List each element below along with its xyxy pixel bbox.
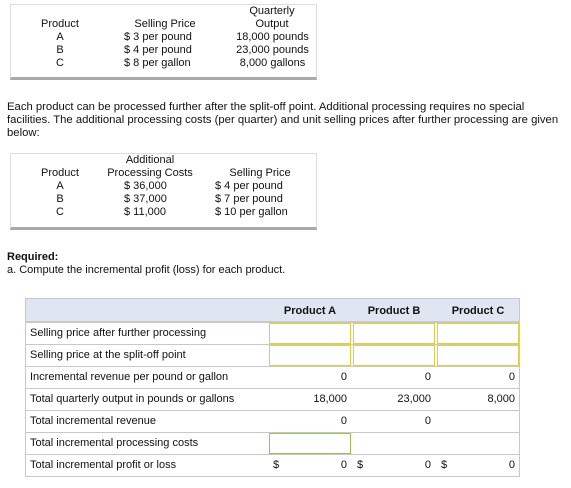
- answer-value: 0: [508, 371, 515, 383]
- table2-cell: $ 37,000: [124, 193, 167, 205]
- answer-header-bg: [25, 298, 520, 322]
- table2-cell: B: [56, 193, 64, 205]
- table1-header: Quarterly Output: [249, 5, 295, 30]
- required-heading: Required:: [7, 251, 59, 263]
- table2-cell: $ 11,000: [124, 206, 167, 218]
- paragraph: Each product can be processed further af…: [7, 101, 559, 139]
- table1-header: Product: [41, 18, 79, 30]
- answer-input[interactable]: [269, 433, 351, 454]
- required-task: a. Compute the incremental profit (loss)…: [7, 264, 286, 276]
- answer-value: 0: [424, 415, 431, 427]
- answer-header: Product A: [283, 305, 337, 317]
- answer-input[interactable]: [437, 345, 519, 366]
- answer-value: 8,000: [487, 393, 515, 405]
- table1-cell: 23,000 pounds: [236, 44, 309, 56]
- table2-cell: $ 36,000: [124, 180, 167, 192]
- table2-cell: $ 7 per pound: [215, 193, 283, 205]
- answer-value: 0: [424, 371, 431, 383]
- dollar-sign: $: [441, 459, 448, 471]
- answer-input[interactable]: [269, 323, 351, 344]
- table2-header: Selling Price: [229, 167, 291, 179]
- answer-value: 0: [340, 371, 347, 383]
- answer-value: 0: [508, 459, 515, 471]
- table1-cell: 18,000 pounds: [236, 31, 309, 43]
- answer-row-label: Total incremental profit or loss: [30, 459, 177, 471]
- answer-input[interactable]: [437, 323, 519, 344]
- answer-input[interactable]: [353, 345, 435, 366]
- answer-input[interactable]: [269, 345, 351, 366]
- answer-value: 0: [340, 459, 347, 471]
- table1-cell: A: [56, 31, 64, 43]
- table1-cell: $ 4 per pound: [124, 44, 192, 56]
- table2-cell: C: [56, 206, 64, 218]
- table1-cell: B: [56, 44, 64, 56]
- answer-value: 0: [340, 415, 347, 427]
- answer-row-label: Total incremental revenue: [30, 415, 156, 427]
- table2-header: Additional Processing Costs: [107, 154, 193, 179]
- table2-box: [10, 153, 317, 230]
- answer-value: 0: [424, 459, 431, 471]
- answer-row-label: Incremental revenue per pound or gallon: [30, 371, 229, 383]
- table2-cell: $ 10 per gallon: [215, 206, 288, 218]
- table1-box: [10, 4, 317, 80]
- answer-value: 23,000: [397, 393, 431, 405]
- table1-cell: C: [56, 57, 64, 69]
- answer-row-label: Selling price after further processing: [30, 327, 207, 339]
- answer-row-label: Total incremental processing costs: [30, 437, 199, 449]
- table1-cell: 8,000 gallons: [239, 57, 306, 69]
- answer-row-label: Total quarterly output in pounds or gall…: [30, 393, 235, 405]
- table2-cell: $ 4 per pound: [215, 180, 283, 192]
- dollar-sign: $: [273, 459, 280, 471]
- answer-value: 18,000: [313, 393, 347, 405]
- table1-cell: $ 3 per pound: [124, 31, 192, 43]
- answer-input[interactable]: [353, 323, 435, 344]
- answer-row-label: Selling price at the split-off point: [30, 349, 186, 361]
- table1-cell: $ 8 per gallon: [124, 57, 191, 69]
- answer-header: Product C: [451, 305, 505, 317]
- table2-cell: A: [56, 180, 64, 192]
- table1-header: Selling Price: [134, 18, 196, 30]
- table2-header: Product: [41, 167, 79, 179]
- answer-header: Product B: [367, 305, 421, 317]
- dollar-sign: $: [357, 459, 364, 471]
- answer-row-border: [25, 454, 520, 477]
